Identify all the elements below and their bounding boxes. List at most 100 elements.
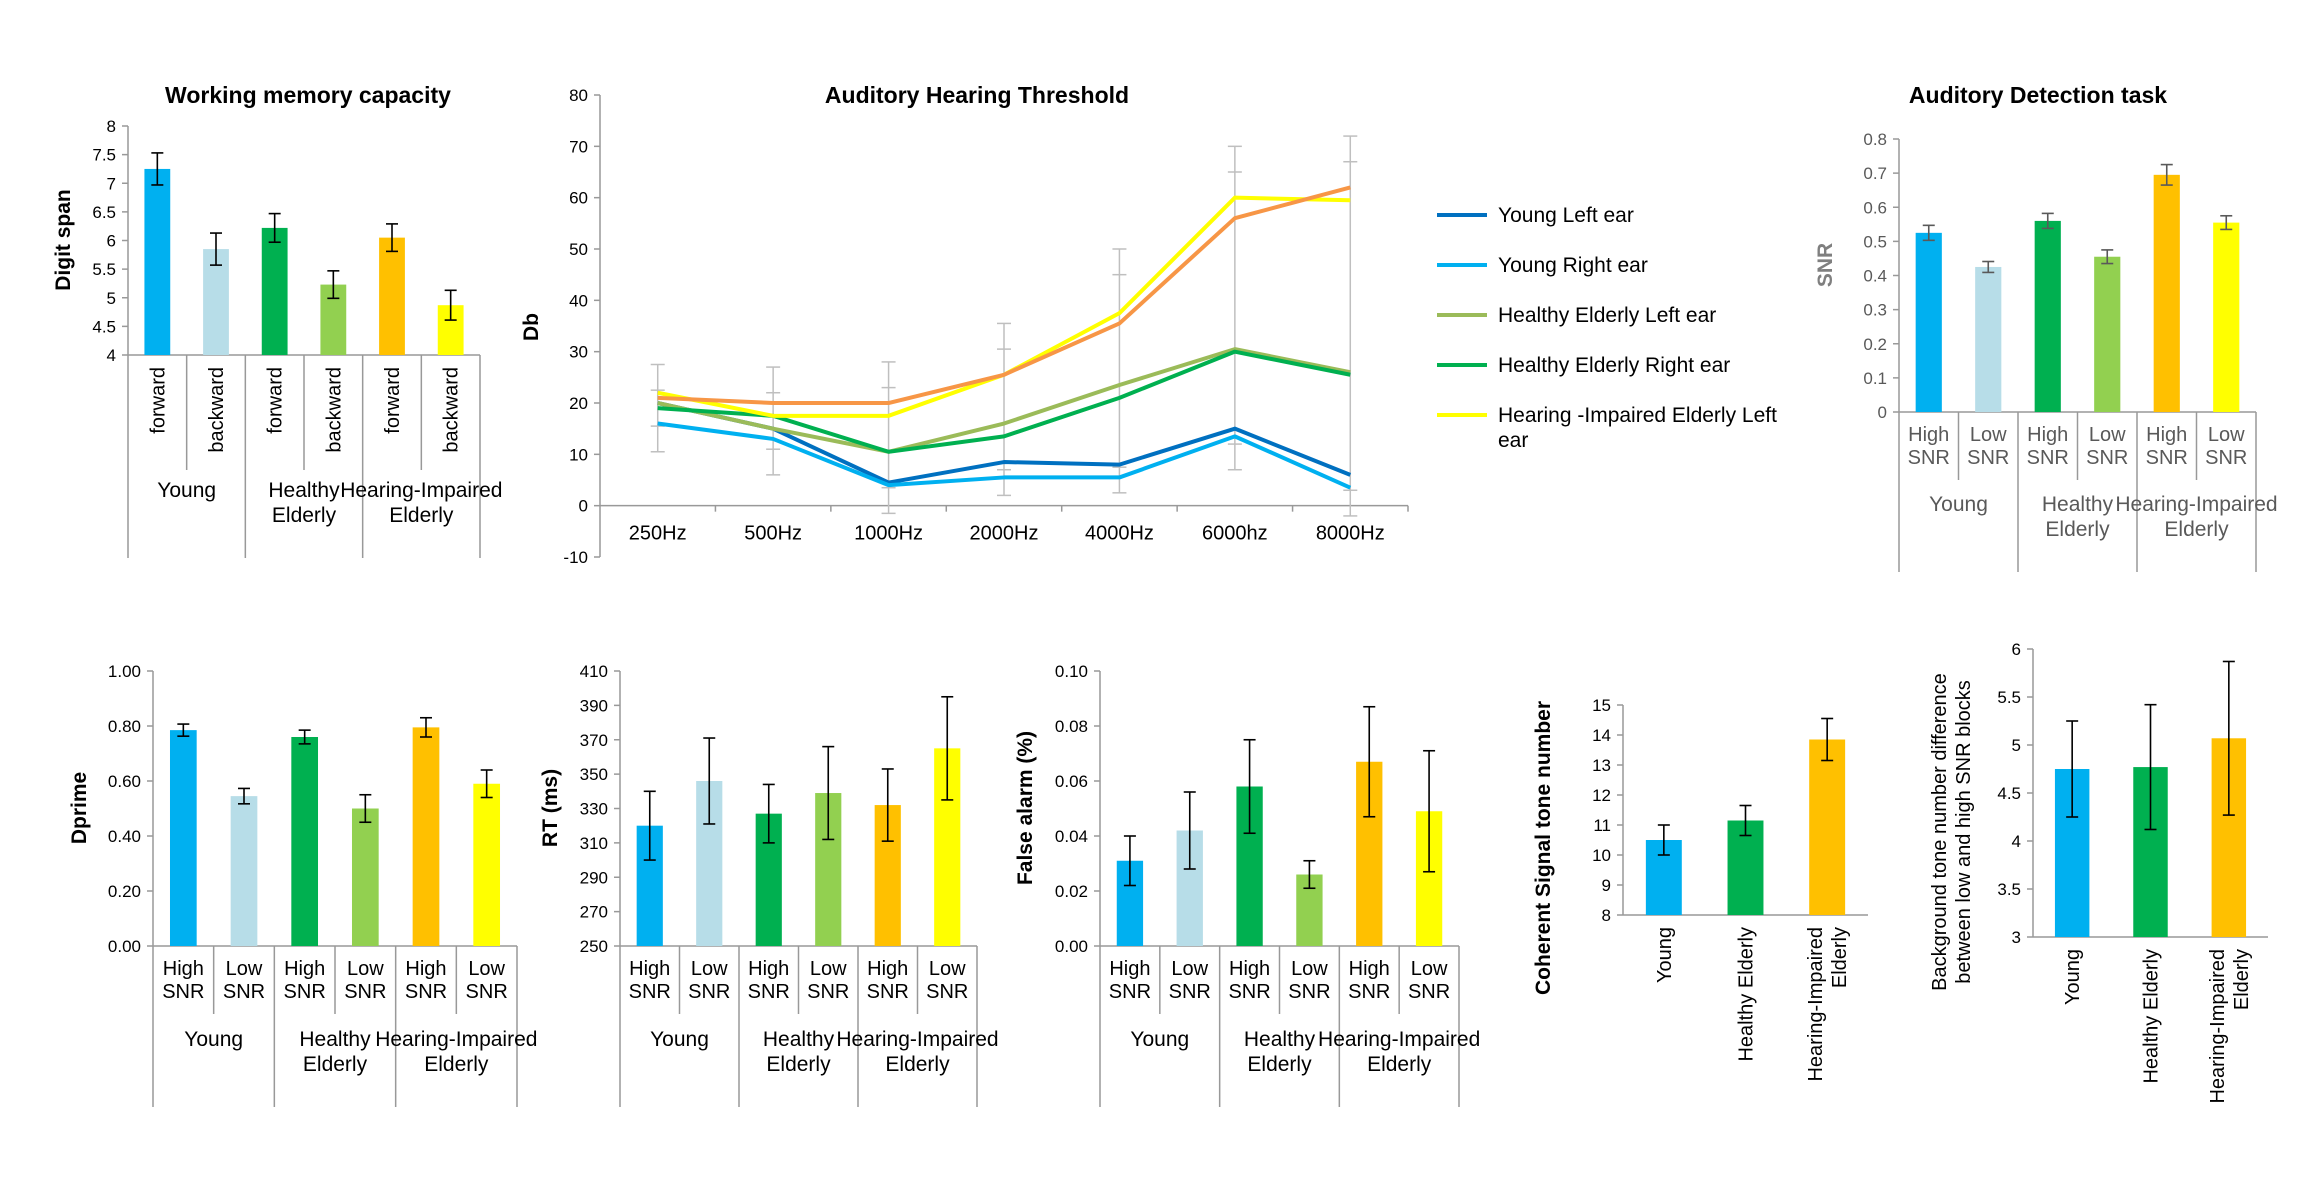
cs-y-tick-label: 10 <box>1592 846 1611 865</box>
fa-x-tick-label: High SNR <box>1109 958 1151 1003</box>
dp-bar <box>351 808 379 946</box>
dp-x-tick-label: High SNR <box>284 958 326 1003</box>
aht-y-tick-label: 70 <box>569 137 588 156</box>
wm-x-tick-label: forward <box>147 367 169 434</box>
dp-bar <box>230 796 258 946</box>
adt-bar <box>2094 256 2121 412</box>
aht-y-tick-label: 80 <box>569 86 588 105</box>
wm-x-tick-label: backward <box>441 367 463 453</box>
fa-y-tick-label: 0.10 <box>1055 662 1088 681</box>
cs-ylabel: Coherent Signal tone number <box>1532 701 1555 995</box>
aht-legend-label: Hearing -Impaired Elderly Left ear <box>1498 404 1777 452</box>
dp-y-tick-label: 0.40 <box>108 827 141 846</box>
aht-y-tick-label: 60 <box>569 189 588 208</box>
cs-y-tick-label: 12 <box>1592 786 1611 805</box>
wm-y-tick-label: 4 <box>107 346 116 365</box>
bg-y-tick-label: 3.5 <box>1997 880 2021 899</box>
adt-y-tick-label: 0.2 <box>1863 335 1887 354</box>
rt-y-tick-label: 350 <box>580 765 608 784</box>
wm-x-tick-label: forward <box>265 367 287 434</box>
bg-x-tick-label: Young <box>2062 949 2084 1005</box>
adt-y-tick-label: 0.6 <box>1863 198 1887 217</box>
aht-x-tick-label: 8000Hz <box>1316 523 1385 545</box>
dp-ylabel: Dprime <box>68 772 91 844</box>
wm-y-tick-label: 7.5 <box>92 146 116 165</box>
cs-y-tick-label: 8 <box>1602 906 1611 925</box>
rt-y-tick-label: 290 <box>580 868 608 887</box>
wm-bar <box>144 168 171 355</box>
adt-x-tick-label: High SNR <box>2027 424 2069 469</box>
dp-group-label: Healthy Elderly <box>299 1028 371 1076</box>
dp-y-tick-label: 1.00 <box>108 662 141 681</box>
aht-y-tick-label: -10 <box>563 548 588 567</box>
dp-bar <box>169 730 197 946</box>
fa-x-tick-label: High SNR <box>1348 958 1390 1003</box>
wm-ylabel: Digit span <box>52 189 75 291</box>
bg-x-tick-label: Healthy Elderly <box>2141 949 2163 1084</box>
cs-y-tick-label: 14 <box>1592 726 1611 745</box>
rt-group-label: Young <box>650 1028 709 1051</box>
bg-x-tick-label: Hearing-Impaired Elderly <box>2207 949 2253 1104</box>
fa-group-label: Young <box>1130 1028 1189 1051</box>
dp-bar <box>291 737 319 946</box>
fa-y-tick-label: 0.02 <box>1055 882 1088 901</box>
adt-bar <box>2153 174 2180 412</box>
aht-x-tick-label: 250Hz <box>629 523 687 545</box>
aht-x-tick-label: 1000Hz <box>854 523 923 545</box>
aht-series-line <box>657 421 1352 490</box>
adt-y-tick-label: 0.7 <box>1863 164 1887 183</box>
aht-series-line <box>657 185 1351 405</box>
adt-title: Auditory Detection task <box>1909 82 2167 108</box>
rt-y-tick-label: 390 <box>580 696 608 715</box>
adt-y-tick-label: 0.5 <box>1863 232 1887 251</box>
adt-x-tick-label: High SNR <box>1908 424 1950 469</box>
wm-group-label: Healthy Elderly <box>268 479 340 527</box>
wm-y-tick-label: 6 <box>107 232 116 251</box>
aht-x-tick-label: 500Hz <box>744 523 802 545</box>
aht-ylabel: Db <box>520 313 543 341</box>
bg-ylabel: Background tone number difference between… <box>1929 673 1975 991</box>
dp-bar <box>473 783 501 946</box>
wm-group-label: Young <box>157 479 216 502</box>
fa-x-tick-label: Low SNR <box>1288 958 1330 1003</box>
adt-bar <box>1915 232 1942 412</box>
wm-y-tick-label: 5.5 <box>92 260 116 279</box>
adt-bar <box>2034 220 2061 412</box>
aht-title: Auditory Hearing Threshold <box>825 82 1129 108</box>
wm-y-tick-label: 5 <box>107 289 116 308</box>
chart-working-memory: Working memory capacity Digit span 4 4.5 5… <box>52 82 502 558</box>
rt-group-label: Hearing-Impaired Elderly <box>836 1028 998 1076</box>
wm-y-tick-label: 6.5 <box>92 203 116 222</box>
aht-series-line <box>657 347 1351 454</box>
aht-x-tick-label: 4000Hz <box>1085 523 1154 545</box>
dp-x-tick-label: Low SNR <box>466 958 508 1003</box>
aht-y-tick-label: 30 <box>569 343 588 362</box>
adt-y-tick-label: 0.8 <box>1863 130 1887 149</box>
bg-y-tick-label: 6 <box>2012 640 2021 659</box>
cs-y-tick-label: 13 <box>1592 756 1611 775</box>
wm-title: Working memory capacity <box>165 82 451 108</box>
adt-y-tick-label: 0 <box>1878 403 1887 422</box>
adt-x-tick-label: High SNR <box>2146 424 2188 469</box>
dp-group-label: Young <box>184 1028 243 1051</box>
cs-y-tick-label: 9 <box>1602 876 1611 895</box>
chart-background-tone: Background tone number difference between… <box>1929 640 2268 1104</box>
dp-y-tick-label: 0.00 <box>108 937 141 956</box>
chart-dprime: Dprime 0.00 0.20 0.40 0.60 0.80 1.00 High SNR Lo… <box>68 662 537 1107</box>
aht-legend-label: Healthy Elderly Left ear <box>1498 304 1716 327</box>
chart-coherent-signal: Coherent Signal tone number 8 9 10 11 12 13 14… <box>1532 696 1868 1082</box>
fa-x-tick-label: Low SNR <box>1169 958 1211 1003</box>
rt-y-tick-label: 250 <box>580 937 608 956</box>
rt-y-tick-label: 330 <box>580 800 608 819</box>
fa-x-tick-label: Low SNR <box>1408 958 1450 1003</box>
fa-group-label: Healthy Elderly <box>1244 1028 1316 1076</box>
wm-x-tick-label: backward <box>206 367 228 453</box>
chart-auditory-detection: Auditory Detection task SNR 0 0.1 0.2 0.3 0.… <box>1814 82 2278 572</box>
fa-y-tick-label: 0.08 <box>1055 717 1088 736</box>
rt-x-tick-label: High SNR <box>867 958 909 1003</box>
adt-y-tick-label: 0.1 <box>1863 369 1887 388</box>
rt-y-tick-label: 410 <box>580 662 608 681</box>
bg-y-tick-label: 4.5 <box>1997 784 2021 803</box>
bg-y-tick-label: 5.5 <box>1997 688 2021 707</box>
aht-x-tick-label: 2000Hz <box>970 523 1039 545</box>
